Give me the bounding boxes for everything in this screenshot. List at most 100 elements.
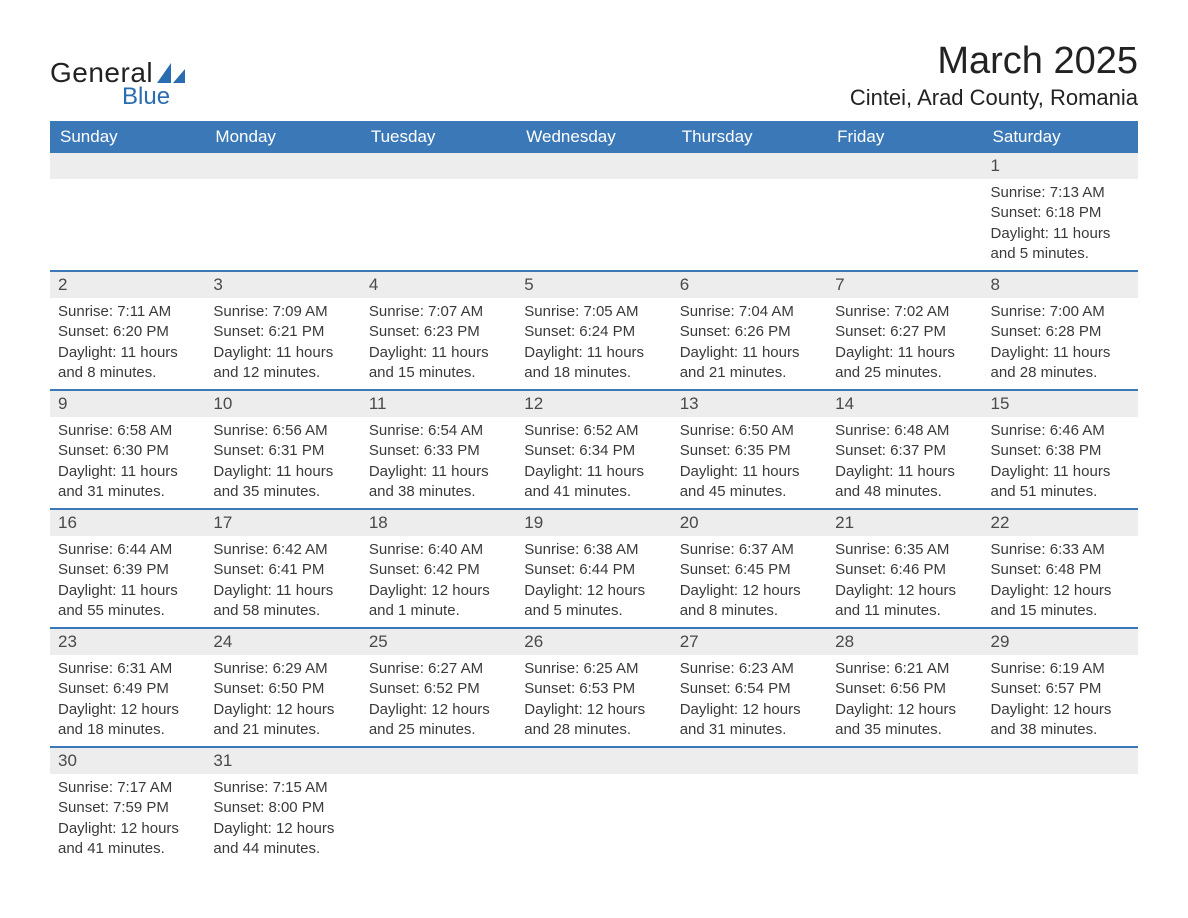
sunset-text: Sunset: 6:54 PM <box>680 679 819 699</box>
day-number: 13 <box>672 391 827 417</box>
day-details: Sunrise: 6:31 AMSunset: 6:49 PMDaylight:… <box>50 655 205 746</box>
weekday-header: Tuesday <box>361 121 516 153</box>
sunset-text: Sunset: 6:30 PM <box>58 441 197 461</box>
calendar-day-cell: 10Sunrise: 6:56 AMSunset: 6:31 PMDayligh… <box>205 391 360 508</box>
day-details: Sunrise: 6:23 AMSunset: 6:54 PMDaylight:… <box>672 655 827 746</box>
day-number <box>516 153 671 179</box>
day-number: 15 <box>983 391 1138 417</box>
calendar-day-cell: 6Sunrise: 7:04 AMSunset: 6:26 PMDaylight… <box>672 272 827 389</box>
sunset-text: Sunset: 6:41 PM <box>213 560 352 580</box>
day-number: 27 <box>672 629 827 655</box>
calendar-day-cell: 25Sunrise: 6:27 AMSunset: 6:52 PMDayligh… <box>361 629 516 746</box>
sunrise-text: Sunrise: 6:58 AM <box>58 421 197 441</box>
calendar-day-cell <box>516 153 671 270</box>
calendar-day-cell: 15Sunrise: 6:46 AMSunset: 6:38 PMDayligh… <box>983 391 1138 508</box>
sunrise-text: Sunrise: 6:25 AM <box>524 659 663 679</box>
day-details: Sunrise: 7:11 AMSunset: 6:20 PMDaylight:… <box>50 298 205 389</box>
day-number <box>205 153 360 179</box>
logo-sail-icon <box>157 63 185 83</box>
sunset-text: Sunset: 6:23 PM <box>369 322 508 342</box>
daylight-text: Daylight: 11 hours and 51 minutes. <box>991 462 1130 503</box>
day-details: Sunrise: 7:05 AMSunset: 6:24 PMDaylight:… <box>516 298 671 389</box>
day-number: 19 <box>516 510 671 536</box>
calendar-day-cell: 14Sunrise: 6:48 AMSunset: 6:37 PMDayligh… <box>827 391 982 508</box>
day-number: 17 <box>205 510 360 536</box>
calendar-day-cell: 7Sunrise: 7:02 AMSunset: 6:27 PMDaylight… <box>827 272 982 389</box>
calendar-day-cell: 23Sunrise: 6:31 AMSunset: 6:49 PMDayligh… <box>50 629 205 746</box>
day-details: Sunrise: 7:02 AMSunset: 6:27 PMDaylight:… <box>827 298 982 389</box>
calendar-day-cell: 26Sunrise: 6:25 AMSunset: 6:53 PMDayligh… <box>516 629 671 746</box>
calendar-day-cell: 24Sunrise: 6:29 AMSunset: 6:50 PMDayligh… <box>205 629 360 746</box>
sunset-text: Sunset: 6:53 PM <box>524 679 663 699</box>
daylight-text: Daylight: 12 hours and 44 minutes. <box>213 819 352 860</box>
weekday-header: Monday <box>205 121 360 153</box>
day-details: Sunrise: 6:48 AMSunset: 6:37 PMDaylight:… <box>827 417 982 508</box>
day-details: Sunrise: 6:58 AMSunset: 6:30 PMDaylight:… <box>50 417 205 508</box>
sunrise-text: Sunrise: 6:23 AM <box>680 659 819 679</box>
day-number: 22 <box>983 510 1138 536</box>
weekday-header: Friday <box>827 121 982 153</box>
daylight-text: Daylight: 11 hours and 18 minutes. <box>524 343 663 384</box>
daylight-text: Daylight: 11 hours and 55 minutes. <box>58 581 197 622</box>
daylight-text: Daylight: 11 hours and 38 minutes. <box>369 462 508 503</box>
day-number: 3 <box>205 272 360 298</box>
sunrise-text: Sunrise: 6:54 AM <box>369 421 508 441</box>
weekday-header: Sunday <box>50 121 205 153</box>
sunset-text: Sunset: 6:20 PM <box>58 322 197 342</box>
page-header: General Blue March 2025 Cintei, Arad Cou… <box>50 40 1138 111</box>
calendar-day-cell: 28Sunrise: 6:21 AMSunset: 6:56 PMDayligh… <box>827 629 982 746</box>
day-number <box>672 748 827 774</box>
day-number <box>361 748 516 774</box>
daylight-text: Daylight: 12 hours and 8 minutes. <box>680 581 819 622</box>
calendar-day-cell: 5Sunrise: 7:05 AMSunset: 6:24 PMDaylight… <box>516 272 671 389</box>
calendar-week-row: 30Sunrise: 7:17 AMSunset: 7:59 PMDayligh… <box>50 746 1138 865</box>
sunrise-text: Sunrise: 7:15 AM <box>213 778 352 798</box>
day-details: Sunrise: 6:35 AMSunset: 6:46 PMDaylight:… <box>827 536 982 627</box>
calendar-day-cell: 22Sunrise: 6:33 AMSunset: 6:48 PMDayligh… <box>983 510 1138 627</box>
calendar-day-cell: 11Sunrise: 6:54 AMSunset: 6:33 PMDayligh… <box>361 391 516 508</box>
daylight-text: Daylight: 12 hours and 5 minutes. <box>524 581 663 622</box>
sunset-text: Sunset: 6:21 PM <box>213 322 352 342</box>
sunrise-text: Sunrise: 6:46 AM <box>991 421 1130 441</box>
day-number: 5 <box>516 272 671 298</box>
calendar-day-cell: 19Sunrise: 6:38 AMSunset: 6:44 PMDayligh… <box>516 510 671 627</box>
day-details <box>361 774 516 784</box>
daylight-text: Daylight: 12 hours and 15 minutes. <box>991 581 1130 622</box>
sunrise-text: Sunrise: 6:44 AM <box>58 540 197 560</box>
daylight-text: Daylight: 11 hours and 45 minutes. <box>680 462 819 503</box>
day-details <box>50 179 205 189</box>
daylight-text: Daylight: 11 hours and 12 minutes. <box>213 343 352 384</box>
day-number: 10 <box>205 391 360 417</box>
day-details: Sunrise: 7:00 AMSunset: 6:28 PMDaylight:… <box>983 298 1138 389</box>
daylight-text: Daylight: 12 hours and 21 minutes. <box>213 700 352 741</box>
day-details: Sunrise: 6:29 AMSunset: 6:50 PMDaylight:… <box>205 655 360 746</box>
calendar: Sunday Monday Tuesday Wednesday Thursday… <box>50 121 1138 865</box>
day-details <box>361 179 516 189</box>
sunset-text: Sunset: 6:49 PM <box>58 679 197 699</box>
day-number: 6 <box>672 272 827 298</box>
calendar-day-cell: 8Sunrise: 7:00 AMSunset: 6:28 PMDaylight… <box>983 272 1138 389</box>
day-number: 21 <box>827 510 982 536</box>
sunset-text: Sunset: 6:44 PM <box>524 560 663 580</box>
day-details: Sunrise: 6:44 AMSunset: 6:39 PMDaylight:… <box>50 536 205 627</box>
day-details <box>827 179 982 189</box>
sunrise-text: Sunrise: 6:48 AM <box>835 421 974 441</box>
daylight-text: Daylight: 11 hours and 35 minutes. <box>213 462 352 503</box>
calendar-day-cell: 30Sunrise: 7:17 AMSunset: 7:59 PMDayligh… <box>50 748 205 865</box>
calendar-day-cell: 3Sunrise: 7:09 AMSunset: 6:21 PMDaylight… <box>205 272 360 389</box>
day-details: Sunrise: 6:46 AMSunset: 6:38 PMDaylight:… <box>983 417 1138 508</box>
daylight-text: Daylight: 11 hours and 28 minutes. <box>991 343 1130 384</box>
sunset-text: Sunset: 7:59 PM <box>58 798 197 818</box>
calendar-day-cell <box>672 153 827 270</box>
day-number: 1 <box>983 153 1138 179</box>
sunrise-text: Sunrise: 7:05 AM <box>524 302 663 322</box>
calendar-day-cell <box>827 153 982 270</box>
calendar-day-cell: 21Sunrise: 6:35 AMSunset: 6:46 PMDayligh… <box>827 510 982 627</box>
day-details: Sunrise: 6:33 AMSunset: 6:48 PMDaylight:… <box>983 536 1138 627</box>
day-number: 8 <box>983 272 1138 298</box>
calendar-day-cell: 2Sunrise: 7:11 AMSunset: 6:20 PMDaylight… <box>50 272 205 389</box>
day-number: 31 <box>205 748 360 774</box>
day-details <box>672 774 827 784</box>
day-details <box>516 179 671 189</box>
calendar-day-cell: 29Sunrise: 6:19 AMSunset: 6:57 PMDayligh… <box>983 629 1138 746</box>
